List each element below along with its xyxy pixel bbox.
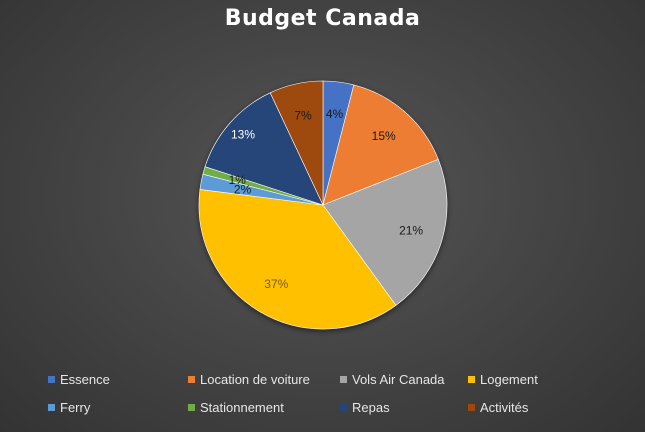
legend-item: Logement [468,372,538,387]
legend-item: Vols Air Canada [340,372,445,387]
data-label: 1% [229,173,247,187]
legend-item: Stationnement [188,400,284,415]
legend-label: Essence [60,372,110,387]
legend-swatch [340,404,347,411]
pie-slice-location-de-voiture [322,84,439,206]
data-label: 15% [372,129,396,143]
legend-item: Location de voiture [188,372,310,387]
legend-swatch [188,376,195,383]
legend-item: Essence [48,372,110,387]
legend-item: Repas [340,400,390,415]
pie-slice-activit-s [269,80,324,206]
legend-item: Activités [468,400,528,415]
legend-item: Ferry [48,400,90,415]
legend-swatch [188,404,195,411]
legend-label: Ferry [60,400,91,415]
chart-title: Budget Canada [224,6,421,31]
legend-label: Repas [352,400,390,415]
data-label: 2% [234,183,252,197]
pie-slice-logement [198,189,397,330]
legend-label: Activités [480,400,529,415]
legend-swatch [48,404,55,411]
legend-swatch [340,376,347,383]
data-label: 4% [326,107,344,121]
legend-label: Location de voiture [200,372,310,387]
data-label: 21% [399,224,423,238]
pie-slice-repas [204,92,324,206]
legend-label: Stationnement [200,400,284,415]
legend-label: Vols Air Canada [352,372,445,387]
legend-swatch [48,376,55,383]
data-label: 13% [231,128,255,142]
legend-label: Logement [480,372,538,387]
legend-swatch [468,404,475,411]
data-label: 37% [264,277,288,291]
legend-swatch [468,376,475,383]
pie-slice-vols-air-canada [322,158,448,306]
data-label: 7% [294,108,312,122]
